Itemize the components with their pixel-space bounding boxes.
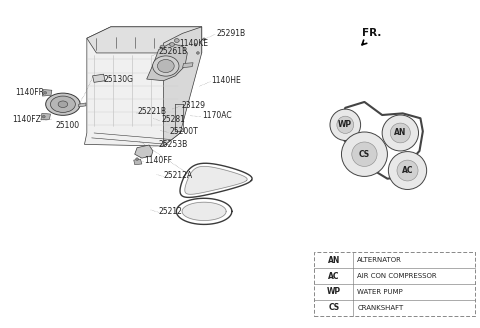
Text: 25100: 25100	[56, 121, 80, 130]
Ellipse shape	[136, 158, 139, 160]
Polygon shape	[163, 27, 202, 146]
Text: FR.: FR.	[362, 28, 382, 38]
Ellipse shape	[169, 43, 174, 47]
Text: 25261B: 25261B	[158, 47, 188, 56]
Polygon shape	[135, 145, 153, 158]
Text: 25291B: 25291B	[216, 29, 245, 38]
Ellipse shape	[352, 142, 377, 166]
Text: 1170AC: 1170AC	[202, 111, 231, 120]
Text: 1140HE: 1140HE	[211, 76, 241, 85]
Text: 25253B: 25253B	[158, 140, 188, 149]
Ellipse shape	[160, 45, 165, 49]
Polygon shape	[182, 63, 193, 68]
Text: 1140FR: 1140FR	[15, 88, 44, 97]
Ellipse shape	[330, 109, 360, 140]
Text: AIR CON COMPRESSOR: AIR CON COMPRESSOR	[357, 273, 437, 279]
Ellipse shape	[390, 123, 410, 143]
Text: 1140FZ: 1140FZ	[12, 115, 42, 124]
Ellipse shape	[388, 152, 427, 190]
Text: 25212A: 25212A	[163, 171, 192, 180]
Text: AC: AC	[328, 272, 339, 280]
Polygon shape	[42, 90, 52, 96]
Ellipse shape	[337, 116, 354, 133]
Polygon shape	[134, 159, 142, 165]
Polygon shape	[87, 27, 202, 53]
Polygon shape	[41, 113, 50, 120]
Text: 1140FF: 1140FF	[144, 156, 172, 165]
Text: 25221B: 25221B	[137, 107, 166, 116]
Ellipse shape	[382, 115, 419, 151]
Text: 1140KE: 1140KE	[179, 39, 208, 48]
Ellipse shape	[196, 51, 199, 54]
Bar	[314, 252, 475, 316]
Ellipse shape	[174, 39, 179, 43]
Ellipse shape	[153, 56, 179, 76]
Ellipse shape	[42, 115, 45, 118]
Text: CS: CS	[328, 303, 339, 312]
Text: AC: AC	[402, 166, 413, 175]
Ellipse shape	[194, 44, 197, 46]
Text: 25200T: 25200T	[169, 127, 198, 136]
Text: WP: WP	[327, 287, 341, 297]
Ellipse shape	[341, 132, 387, 176]
Polygon shape	[147, 43, 187, 81]
Ellipse shape	[397, 160, 418, 181]
Text: 25281: 25281	[161, 115, 185, 124]
Ellipse shape	[58, 101, 68, 108]
Ellipse shape	[157, 59, 174, 72]
Text: 23129: 23129	[181, 101, 205, 110]
Text: CRANKSHAFT: CRANKSHAFT	[357, 305, 404, 311]
Text: ALTERNATOR: ALTERNATOR	[357, 257, 402, 263]
Ellipse shape	[44, 92, 47, 94]
Ellipse shape	[50, 96, 75, 113]
Text: WATER PUMP: WATER PUMP	[357, 289, 403, 295]
Polygon shape	[182, 202, 226, 220]
Polygon shape	[79, 103, 86, 107]
Text: AN: AN	[328, 256, 340, 265]
Polygon shape	[185, 166, 247, 194]
Ellipse shape	[203, 38, 205, 41]
Text: AN: AN	[394, 129, 407, 137]
Polygon shape	[84, 27, 202, 146]
Ellipse shape	[46, 93, 80, 115]
Polygon shape	[93, 74, 105, 82]
Text: 25130G: 25130G	[104, 75, 133, 84]
Text: WP: WP	[338, 120, 352, 129]
Text: CS: CS	[359, 150, 370, 159]
Text: 25212: 25212	[158, 207, 182, 216]
